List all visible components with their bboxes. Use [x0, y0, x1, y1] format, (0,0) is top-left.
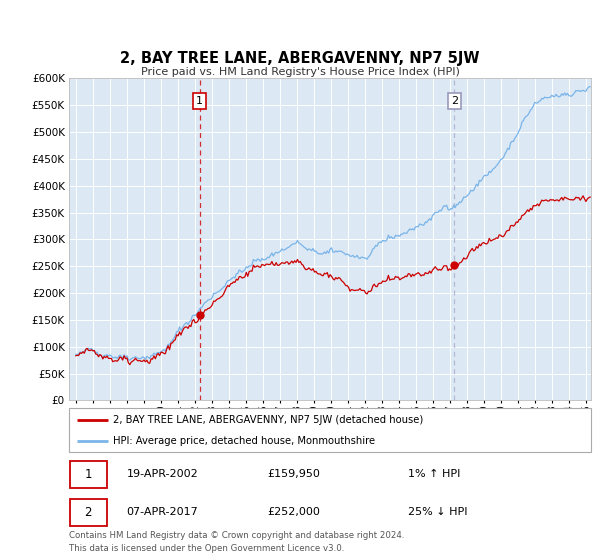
Text: 1: 1 — [196, 96, 203, 106]
Text: 2: 2 — [85, 506, 92, 519]
Text: HPI: Average price, detached house, Monmouthshire: HPI: Average price, detached house, Monm… — [113, 436, 376, 446]
Text: 07-APR-2017: 07-APR-2017 — [127, 507, 198, 517]
Text: £252,000: £252,000 — [268, 507, 320, 517]
Bar — [70, 461, 107, 488]
Text: Contains HM Land Registry data © Crown copyright and database right 2024.: Contains HM Land Registry data © Crown c… — [69, 531, 404, 540]
Text: 2, BAY TREE LANE, ABERGAVENNY, NP7 5JW (detached house): 2, BAY TREE LANE, ABERGAVENNY, NP7 5JW (… — [113, 415, 424, 425]
Text: 19-APR-2002: 19-APR-2002 — [127, 469, 198, 479]
Text: 1: 1 — [85, 468, 92, 481]
Text: This data is licensed under the Open Government Licence v3.0.: This data is licensed under the Open Gov… — [69, 544, 344, 553]
Text: 1% ↑ HPI: 1% ↑ HPI — [409, 469, 461, 479]
Text: Price paid vs. HM Land Registry's House Price Index (HPI): Price paid vs. HM Land Registry's House … — [140, 67, 460, 77]
Text: 2, BAY TREE LANE, ABERGAVENNY, NP7 5JW: 2, BAY TREE LANE, ABERGAVENNY, NP7 5JW — [120, 52, 480, 66]
Bar — [70, 499, 107, 526]
Text: 25% ↓ HPI: 25% ↓ HPI — [409, 507, 468, 517]
Text: 2: 2 — [451, 96, 458, 106]
Text: £159,950: £159,950 — [268, 469, 320, 479]
